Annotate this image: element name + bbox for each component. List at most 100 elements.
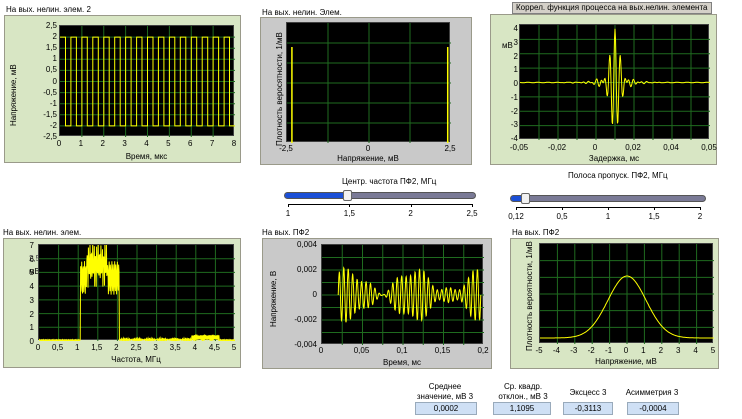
- slider1-scale-tick: [410, 204, 412, 207]
- panel4-y-tick: 3: [29, 295, 34, 305]
- panel4-y-tick: 7: [29, 241, 34, 250]
- panel4-x-tick: 1: [74, 343, 80, 352]
- panel3-trace: [520, 28, 710, 125]
- slider2-track[interactable]: [510, 193, 706, 204]
- panel5-x-tick: 0,2: [477, 346, 489, 355]
- panel3-x-tick: -0,02: [547, 143, 567, 152]
- panel4-x-tick: 2: [114, 343, 119, 352]
- slider1-thumb[interactable]: [343, 190, 352, 201]
- panel3-y-tick: -4: [510, 134, 518, 143]
- panel6-ylabel: Плотность вероятности, 1/мВ: [525, 241, 534, 351]
- panel5-x-tick: 0,15: [434, 346, 451, 355]
- panel6-frame: Плотность вероятности, 1/мВ -5 -4 -3 -2 -1 0 1…: [510, 238, 719, 369]
- panel4-yunit: мВ: [29, 267, 40, 276]
- panel1-y-tick: 2: [52, 32, 57, 42]
- panel1-y-tick: -1: [49, 98, 57, 108]
- stat-excess-value: -0,3113: [563, 402, 613, 415]
- slider2-scale-label: 0,12: [508, 212, 524, 221]
- panel4-x-tick: 0: [35, 343, 41, 352]
- panel1-frame: Напряжение, мВ 2,5 2 1,5 1 0,5 0 -0,5 -1 -1,5 -2-…: [4, 15, 241, 163]
- panel1-ylabel: Напряжение, мВ: [9, 64, 18, 126]
- panel1-x-tick: 5: [166, 139, 171, 148]
- slider2-scale-label: 1,5: [648, 212, 660, 221]
- panel4-y-tick: 0: [29, 337, 34, 346]
- panel4-x-tick: 4: [192, 343, 198, 352]
- panel3-x-tick: 0: [592, 143, 598, 152]
- panel3-y-tick: -1: [510, 92, 518, 102]
- slider2-scale-tick: [700, 207, 701, 210]
- panel1-x-tick: 6: [188, 139, 193, 148]
- panel3-x-tick: 0,02: [625, 143, 641, 152]
- panel3-y-tick: 4: [513, 24, 518, 33]
- panel6-plot[interactable]: [539, 243, 714, 344]
- panel1-y-tick: 1: [52, 54, 57, 64]
- panel5-y-tick: -0,004: [294, 340, 317, 349]
- panel1-y-tick: 0,5: [45, 65, 57, 75]
- panel4-plot[interactable]: [38, 244, 235, 341]
- panel3-x-tick: -0,05: [509, 143, 529, 152]
- panel5-x-tick: 0,05: [353, 346, 370, 355]
- panel2-title: На вых. нелин. Элем.: [262, 8, 342, 17]
- panel6-x-tick: 5: [710, 346, 716, 355]
- stat-asym-value: -0,0004: [627, 402, 679, 415]
- panel5-y-tick: 0,002: [296, 265, 317, 274]
- slider1-title: Центр. частота ПФ2, МГц: [342, 177, 437, 186]
- slider1-scale-tick: [472, 204, 473, 207]
- panel1-x-tick: 3: [122, 139, 127, 148]
- slider2-title: Полоса пропуск. ПФ2, МГц: [568, 171, 668, 180]
- panel6-x-tick: -3: [570, 346, 578, 355]
- slider2-scale-label: 1: [605, 212, 611, 221]
- panel4-x-tick: 3,5: [169, 343, 181, 352]
- slider2-scale-tick: [516, 207, 517, 210]
- panel1-y-tick: -2: [49, 120, 57, 130]
- slider2-thumb[interactable]: [521, 193, 530, 204]
- panel2-x-tick: -2,5: [279, 144, 293, 153]
- stat-mean-value: 0,0002: [415, 402, 477, 415]
- slider1-scale-label: 2: [408, 209, 413, 218]
- panel5-x-tick: 0: [318, 346, 324, 355]
- panel4-y-tick: 2: [29, 309, 34, 319]
- panel4-x-tick: 2,5: [130, 343, 142, 352]
- slider2-fill: [511, 196, 527, 201]
- slider1-scale: [288, 204, 472, 205]
- panel2-plot[interactable]: [286, 22, 451, 143]
- panel5-x-tick: 0,1: [396, 346, 408, 355]
- stat-std-label: Ср. квадр. отклон., мВ 3: [498, 382, 548, 401]
- panel1-x-tick: 1: [78, 139, 84, 148]
- slider1-scale-label: 1: [285, 209, 291, 218]
- panel3-plot[interactable]: [519, 24, 710, 140]
- panel4-trace: [39, 245, 235, 341]
- panel1-y-tick: 1,5: [45, 43, 57, 53]
- panel1-trace: [60, 36, 235, 127]
- panel1-y-tick: -0,5: [43, 87, 57, 97]
- panel6-x-tick: -1: [605, 346, 613, 355]
- panel3-y-tick: -3: [510, 120, 518, 130]
- panel4-top-extra-tick: 2,5: [29, 254, 41, 263]
- slider1-scale-tick: [349, 204, 351, 207]
- panel4-y-tick: 6: [29, 254, 34, 264]
- panel4-x-tick: 3: [153, 343, 158, 352]
- panel4-y-tick: 1: [29, 323, 34, 333]
- panel5-plot[interactable]: [321, 244, 484, 345]
- panel4-title: На вых. нелин. элем.: [3, 228, 82, 237]
- panel6-x-tick: -4: [552, 346, 560, 355]
- slider2-scale-label: 0,5: [556, 212, 568, 221]
- slider1-fill: [285, 193, 351, 198]
- panel1-y-tick: -2,5: [43, 132, 57, 141]
- panel5-title: На вых. ПФ2: [262, 228, 310, 237]
- panel6-title: На вых. ПФ2: [512, 228, 560, 237]
- slider1-scale-tick: [288, 204, 289, 207]
- panel6-x-tick: 2: [658, 346, 664, 355]
- panel1-plot[interactable]: [59, 25, 235, 137]
- panel4-y-tick: 5: [29, 268, 34, 278]
- slider1-scale-label: 2,5: [466, 209, 478, 218]
- panel1-x-tick: 4: [144, 139, 149, 148]
- slider2-scale-tick: [562, 207, 563, 210]
- slider1-track[interactable]: [284, 190, 476, 201]
- panel1-x-tick: 7: [209, 139, 215, 148]
- panel4-x-tick: 1,5: [91, 343, 103, 352]
- slider2-scale-tick: [608, 207, 609, 210]
- panel2-x-tick: 0: [365, 144, 371, 153]
- panel1-x-tick: 8: [231, 139, 237, 148]
- panel6-x-tick: 0: [623, 346, 629, 355]
